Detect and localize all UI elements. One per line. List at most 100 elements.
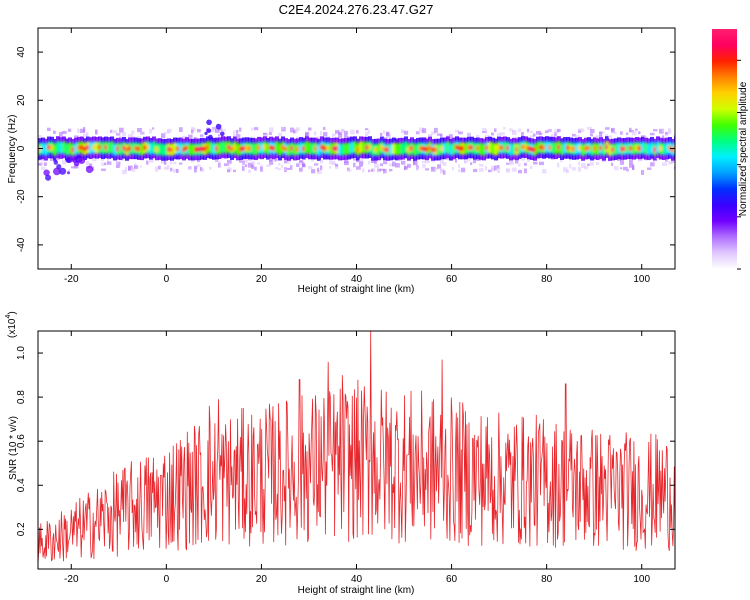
heat-blob xyxy=(56,164,62,170)
heat-speckle xyxy=(470,162,473,166)
heat-core-cell xyxy=(323,145,328,151)
heat-body-cell xyxy=(389,143,393,156)
heat-speckle xyxy=(608,135,613,139)
heat-speckle xyxy=(74,135,79,140)
heat-body-cell xyxy=(536,141,540,154)
heat-speckle xyxy=(599,132,603,137)
heat-body-cell xyxy=(608,144,612,156)
heat-core-cell xyxy=(320,144,325,150)
heat-speckle xyxy=(338,131,342,135)
heat-speckle xyxy=(245,164,248,168)
heat-speckle xyxy=(107,158,110,163)
heat-speckle xyxy=(440,168,444,174)
heat-core-cell xyxy=(533,147,538,153)
heat-body-cell xyxy=(494,143,498,156)
heat-speckle xyxy=(500,132,505,136)
heat-speckle xyxy=(179,127,183,132)
heat-body-cell xyxy=(479,143,483,155)
heat-body-cell xyxy=(53,144,57,156)
heat-speckle xyxy=(641,170,645,175)
heat-core-cell xyxy=(200,146,205,152)
heat-speckle xyxy=(479,167,484,172)
heat-speckle xyxy=(662,128,665,133)
heat-speckle xyxy=(647,167,652,170)
heat-body-cell xyxy=(89,142,93,154)
heat-speckle xyxy=(308,127,312,131)
heat-speckle xyxy=(293,129,296,134)
heat-speckle xyxy=(173,168,178,173)
heat-speckle xyxy=(209,166,212,170)
heat-speckle xyxy=(344,130,348,135)
heat-body-cell xyxy=(179,142,183,155)
heat-speckle xyxy=(605,127,610,130)
heat-speckle xyxy=(296,163,300,167)
heat-body-cell xyxy=(371,144,375,156)
snr-x-tick-label: 20 xyxy=(256,574,268,585)
heat-body-cell xyxy=(299,142,303,154)
heat-core-cell xyxy=(524,144,529,150)
heat-speckle xyxy=(620,160,624,165)
snr-x-tick-label: 0 xyxy=(164,574,170,585)
heat-speckle xyxy=(332,160,336,165)
heat-speckle xyxy=(287,167,291,170)
heat-core-cell xyxy=(593,145,598,152)
heat-speckle xyxy=(419,127,424,133)
heat-speckle xyxy=(128,166,131,171)
heat-speckle xyxy=(215,128,220,134)
heat-speckle xyxy=(173,161,177,165)
heat-speckle xyxy=(194,167,197,173)
heat-speckle xyxy=(164,131,167,135)
heat-speckle xyxy=(659,128,664,134)
heat-core-cell xyxy=(257,145,262,151)
heat-core-cell xyxy=(50,145,55,151)
heat-core-cell xyxy=(230,146,235,152)
heat-core-cell xyxy=(380,144,385,150)
spectrogram-y-tick-label: -40 xyxy=(16,237,27,252)
heat-body-cell xyxy=(362,141,366,154)
heat-body-cell xyxy=(344,143,348,155)
heat-spike xyxy=(206,128,212,133)
heat-core-cell xyxy=(83,146,88,152)
heat-speckle xyxy=(632,167,635,170)
heat-speckle xyxy=(251,164,255,169)
heat-speckle xyxy=(383,130,386,134)
snr-y-tick-label: 1.0 xyxy=(16,346,27,360)
heat-body-cell xyxy=(413,144,417,156)
heat-speckle xyxy=(488,169,492,173)
heat-speckle xyxy=(164,160,167,165)
heat-speckle xyxy=(437,164,441,169)
heat-speckle xyxy=(512,129,516,134)
heat-speckle xyxy=(401,160,406,165)
heat-body-cell xyxy=(149,142,153,155)
heat-core-cell xyxy=(506,145,511,151)
heat-body-cell xyxy=(275,141,279,153)
heat-speckle xyxy=(269,127,274,133)
heat-speckle xyxy=(182,135,187,140)
heat-body-cell xyxy=(329,143,333,155)
heat-speckle xyxy=(458,131,463,135)
heat-core-cell xyxy=(356,147,361,153)
heat-speckle xyxy=(41,166,46,170)
heat-speckle xyxy=(362,168,365,173)
heat-speckle xyxy=(422,128,427,134)
snr-series-line xyxy=(38,331,675,565)
heat-speckle xyxy=(497,133,502,137)
heat-speckle xyxy=(239,127,242,132)
heat-speckle xyxy=(293,128,298,134)
heat-speckle xyxy=(581,128,585,133)
heat-body-cell xyxy=(236,143,240,156)
heat-speckle xyxy=(329,165,332,169)
heat-speckle xyxy=(650,162,655,167)
heat-speckle xyxy=(458,169,461,173)
heat-speckle xyxy=(41,162,44,165)
heat-body-cell xyxy=(551,141,555,154)
heat-speckle xyxy=(467,132,472,136)
heat-core-cell xyxy=(326,145,331,151)
heat-body-cell xyxy=(119,143,123,156)
heat-body-cell xyxy=(59,142,63,154)
heat-body-cell xyxy=(464,142,468,155)
heat-body-cell xyxy=(191,143,195,156)
heat-speckle xyxy=(554,129,559,134)
heat-speckle xyxy=(299,167,303,172)
heat-speckle xyxy=(122,169,127,175)
